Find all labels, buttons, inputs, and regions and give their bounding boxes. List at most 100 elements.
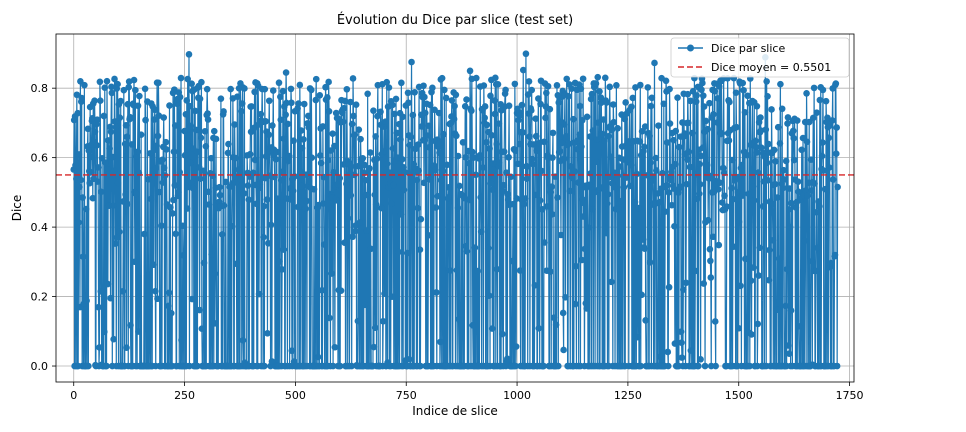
dice-point [404,89,412,97]
dice-point [294,105,301,112]
dice-point [557,231,565,239]
dice-point [188,295,196,303]
dice-point [383,78,391,86]
dice-point [802,187,809,194]
dice-point [74,109,82,117]
dice-point [706,245,714,253]
dice-point [461,102,469,110]
dice-point [686,163,694,171]
dice-point [833,362,841,370]
dice-point [388,200,395,208]
dice-point [487,92,494,100]
dice-point [218,231,226,238]
dice-point [719,199,726,206]
dice-point [241,85,248,92]
dice-point [72,161,79,169]
dice-point [348,120,356,128]
dice-point [711,318,719,325]
dice-point [753,149,760,156]
dice-point [583,305,590,312]
dice-point [188,80,195,87]
dice-point [471,244,479,251]
dice-point [347,163,355,170]
plot-frame [55,33,855,383]
dice-point [826,122,833,129]
dice-point [102,159,109,167]
dice-point [398,79,405,87]
dice-point [607,153,615,161]
dice-point [728,156,736,164]
dice-point [761,153,769,161]
dice-point [451,102,458,110]
dice-point [784,114,792,121]
dice-point [326,314,333,322]
dice-point [816,203,823,210]
dice-point [710,111,717,118]
x-tick-label: 0 [70,389,77,402]
dice-point [740,86,747,94]
dice-point [415,167,422,175]
dice-point [106,145,113,152]
dice-point [572,262,580,270]
dice-point [703,166,711,174]
dice-point [608,278,615,286]
dice-point [637,81,644,89]
dice-point [469,322,477,329]
dice-point [594,119,602,126]
dice-point [151,106,159,114]
dice-point [589,205,596,213]
dice-point [524,91,532,98]
dice-point [178,336,185,344]
dice-point [486,145,493,152]
dice-point [158,222,165,229]
dice-point [642,317,649,324]
dice-point [414,141,422,148]
dice-point [336,174,344,182]
dice-point [196,95,204,103]
dice-point [450,115,458,123]
y-tick-label: 0.6 [31,152,49,165]
dice-point [555,99,563,106]
dice-point [155,79,162,87]
dice-point [231,121,238,128]
dice-point [277,93,284,101]
dice-point [696,180,704,188]
dice-point [171,122,179,129]
dice-point [91,128,99,135]
dice-point [167,309,175,317]
dice-point [245,196,253,204]
dice-point [474,267,481,275]
dice-point [452,91,460,99]
dice-point [700,280,708,287]
dice-point [153,142,160,150]
dice-point [108,83,115,91]
dice-point [803,90,810,97]
dice-point [429,84,436,92]
dice-point [688,273,696,281]
dice-point [531,282,539,289]
dice-point [300,136,307,143]
dice-point [750,264,757,271]
dice-point [808,187,815,194]
dice-point [519,66,527,74]
dice-point [754,320,762,328]
dice-point [631,198,639,206]
dice-point [535,95,542,102]
dice-point [776,140,784,147]
dice-point [613,82,620,89]
dice-point [579,75,587,83]
dice-point [709,233,717,241]
dice-point [187,179,195,187]
dice-point [260,202,268,210]
dice-point [160,114,168,121]
dice-point [629,94,637,102]
dice-point [700,103,708,110]
dice-point [379,317,387,325]
dice-point [304,112,312,120]
dice-point [420,179,428,187]
dice-point [257,110,265,118]
dice-point [238,107,245,115]
dice-point [578,256,586,264]
dice-point [255,290,263,298]
dice-point [272,156,280,163]
